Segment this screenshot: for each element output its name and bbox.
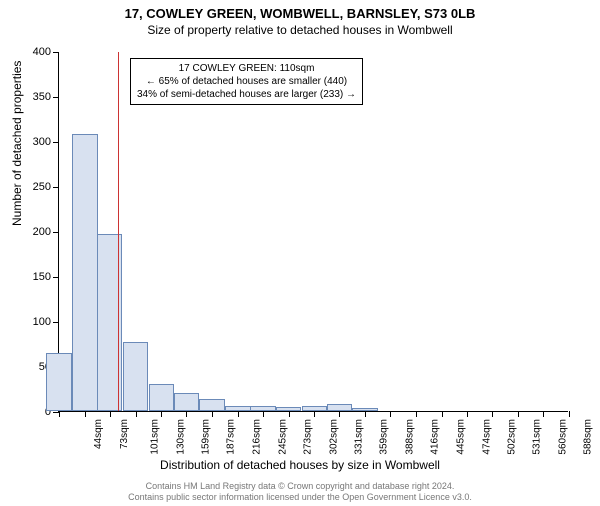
bar — [46, 353, 72, 412]
x-axis-label: Distribution of detached houses by size … — [0, 458, 600, 472]
x-tick-label: 101sqm — [149, 419, 160, 455]
y-tick-label: 200 — [33, 226, 51, 238]
footer-line1: Contains HM Land Registry data © Crown c… — [0, 481, 600, 492]
x-tick — [314, 411, 315, 417]
info-annotation-box: 17 COWLEY GREEN: 110sqm ← 65% of detache… — [130, 58, 363, 105]
x-tick-label: 388sqm — [405, 419, 416, 455]
bar — [149, 384, 175, 411]
infobox-line2: ← 65% of detached houses are smaller (44… — [137, 75, 356, 88]
x-tick-label: 560sqm — [558, 419, 569, 455]
bar — [123, 342, 149, 411]
x-tick — [518, 411, 519, 417]
x-tick — [289, 411, 290, 417]
x-tick-label: 245sqm — [277, 419, 288, 455]
x-tick-label: 416sqm — [430, 419, 441, 455]
y-tick — [53, 97, 59, 98]
x-tick-label: 502sqm — [506, 419, 517, 455]
x-tick — [492, 411, 493, 417]
infobox-line1: 17 COWLEY GREEN: 110sqm — [137, 62, 356, 75]
x-tick — [416, 411, 417, 417]
x-tick — [339, 411, 340, 417]
bar — [199, 399, 225, 411]
chart-container: 05010015020025030035040044sqm73sqm101sqm… — [58, 52, 568, 412]
y-tick-label: 250 — [33, 181, 51, 193]
page-subtitle: Size of property relative to detached ho… — [0, 23, 600, 37]
infobox-line3: 34% of semi-detached houses are larger (… — [137, 88, 356, 101]
x-tick-label: 359sqm — [379, 419, 390, 455]
x-tick-label: 445sqm — [455, 419, 466, 455]
footer-line2: Contains public sector information licen… — [0, 492, 600, 503]
x-tick — [59, 411, 60, 417]
x-tick-label: 474sqm — [481, 419, 492, 455]
y-tick-label: 150 — [33, 271, 51, 283]
x-tick — [390, 411, 391, 417]
x-tick — [442, 411, 443, 417]
bar — [327, 404, 353, 411]
x-tick — [569, 411, 570, 417]
y-tick — [53, 187, 59, 188]
x-tick — [365, 411, 366, 417]
page-title: 17, COWLEY GREEN, WOMBWELL, BARNSLEY, S7… — [0, 6, 600, 21]
x-tick-label: 44sqm — [93, 419, 104, 449]
y-tick-label: 400 — [33, 46, 51, 58]
y-tick — [53, 277, 59, 278]
x-tick-label: 273sqm — [302, 419, 313, 455]
x-tick — [186, 411, 187, 417]
x-tick-label: 187sqm — [226, 419, 237, 455]
bar — [72, 134, 98, 411]
x-tick — [263, 411, 264, 417]
y-tick-label: 350 — [33, 91, 51, 103]
x-tick-label: 130sqm — [175, 419, 186, 455]
x-tick-label: 531sqm — [532, 419, 543, 455]
x-tick-label: 159sqm — [201, 419, 212, 455]
x-tick-label: 588sqm — [583, 419, 594, 455]
y-tick-label: 100 — [33, 316, 51, 328]
x-tick-label: 73sqm — [119, 419, 130, 449]
y-tick — [53, 52, 59, 53]
y-tick-label: 300 — [33, 136, 51, 148]
x-tick-label: 331sqm — [354, 419, 365, 455]
bar — [174, 393, 200, 411]
y-tick — [53, 232, 59, 233]
x-tick — [136, 411, 137, 417]
x-tick-label: 302sqm — [328, 419, 339, 455]
x-tick — [238, 411, 239, 417]
x-tick-label: 216sqm — [252, 419, 263, 455]
x-tick — [212, 411, 213, 417]
x-tick — [467, 411, 468, 417]
guide-line — [118, 52, 119, 411]
x-tick — [161, 411, 162, 417]
plot-area: 05010015020025030035040044sqm73sqm101sqm… — [58, 52, 568, 412]
y-axis-label: Number of detached properties — [10, 61, 24, 226]
y-tick — [53, 142, 59, 143]
x-tick — [110, 411, 111, 417]
x-tick — [85, 411, 86, 417]
x-tick — [543, 411, 544, 417]
y-tick — [53, 322, 59, 323]
